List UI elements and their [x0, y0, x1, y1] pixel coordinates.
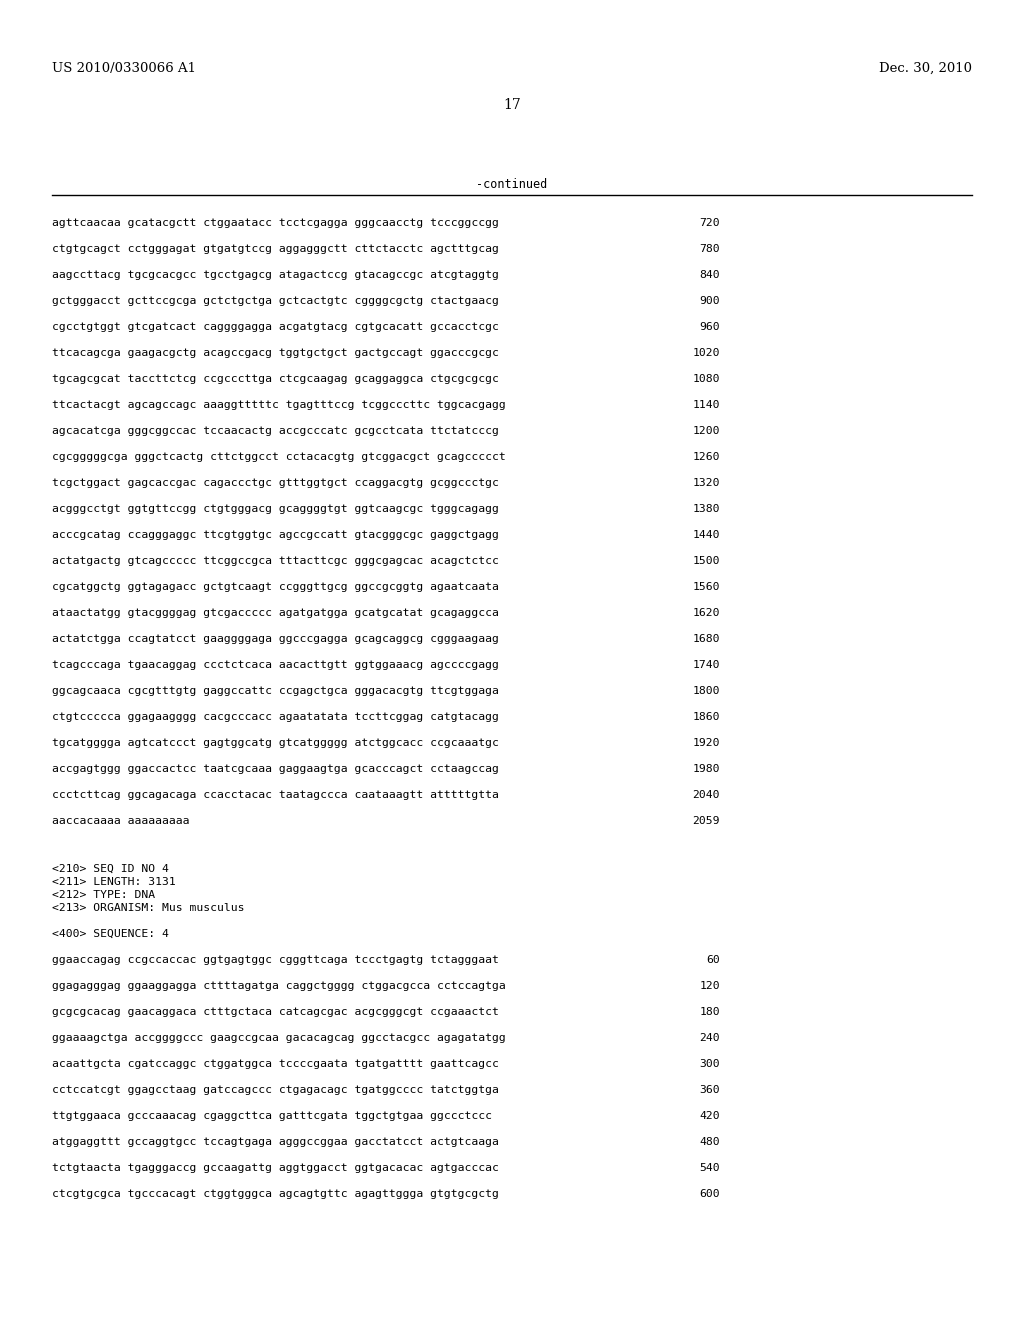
- Text: Dec. 30, 2010: Dec. 30, 2010: [879, 62, 972, 75]
- Text: 1380: 1380: [692, 504, 720, 513]
- Text: 1740: 1740: [692, 660, 720, 671]
- Text: 1500: 1500: [692, 556, 720, 566]
- Text: ggaaccagag ccgccaccac ggtgagtggc cgggttcaga tccctgagtg tctagggaat: ggaaccagag ccgccaccac ggtgagtggc cgggttc…: [52, 954, 499, 965]
- Text: 1680: 1680: [692, 634, 720, 644]
- Text: tcagcccaga tgaacaggag ccctctcaca aacacttgtt ggtggaaacg agccccgagg: tcagcccaga tgaacaggag ccctctcaca aacactt…: [52, 660, 499, 671]
- Text: <400> SEQUENCE: 4: <400> SEQUENCE: 4: [52, 929, 169, 939]
- Text: <210> SEQ ID NO 4: <210> SEQ ID NO 4: [52, 865, 169, 874]
- Text: US 2010/0330066 A1: US 2010/0330066 A1: [52, 62, 196, 75]
- Text: cgcatggctg ggtagagacc gctgtcaagt ccgggttgcg ggccgcggtg agaatcaata: cgcatggctg ggtagagacc gctgtcaagt ccgggtt…: [52, 582, 499, 591]
- Text: 2040: 2040: [692, 789, 720, 800]
- Text: tctgtaacta tgagggaccg gccaagattg aggtggacct ggtgacacac agtgacccac: tctgtaacta tgagggaccg gccaagattg aggtgga…: [52, 1163, 499, 1173]
- Text: aagccttacg tgcgcacgcc tgcctgagcg atagactccg gtacagccgc atcgtaggtg: aagccttacg tgcgcacgcc tgcctgagcg atagact…: [52, 271, 499, 280]
- Text: ttcactacgt agcagccagc aaaggtttttc tgagtttccg tcggcccttc tggcacgagg: ttcactacgt agcagccagc aaaggtttttc tgagtt…: [52, 400, 506, 411]
- Text: agttcaacaa gcatacgctt ctggaatacc tcctcgagga gggcaacctg tcccggccgg: agttcaacaa gcatacgctt ctggaatacc tcctcga…: [52, 218, 499, 228]
- Text: ttcacagcga gaagacgctg acagccgacg tggtgctgct gactgccagt ggacccgcgc: ttcacagcga gaagacgctg acagccgacg tggtgct…: [52, 348, 499, 358]
- Text: 960: 960: [699, 322, 720, 333]
- Text: acaattgcta cgatccaggc ctggatggca tccccgaata tgatgatttt gaattcagcc: acaattgcta cgatccaggc ctggatggca tccccga…: [52, 1059, 499, 1069]
- Text: 1080: 1080: [692, 374, 720, 384]
- Text: 1320: 1320: [692, 478, 720, 488]
- Text: actatctgga ccagtatcct gaaggggaga ggcccgagga gcagcaggcg cgggaagaag: actatctgga ccagtatcct gaaggggaga ggcccga…: [52, 634, 499, 644]
- Text: acccgcatag ccagggaggc ttcgtggtgc agccgccatt gtacgggcgc gaggctgagg: acccgcatag ccagggaggc ttcgtggtgc agccgcc…: [52, 531, 499, 540]
- Text: 360: 360: [699, 1085, 720, 1096]
- Text: -continued: -continued: [476, 178, 548, 191]
- Text: 2059: 2059: [692, 816, 720, 826]
- Text: cgcgggggcga gggctcactg cttctggcct cctacacgtg gtcggacgct gcagccccct: cgcgggggcga gggctcactg cttctggcct cctaca…: [52, 451, 506, 462]
- Text: 720: 720: [699, 218, 720, 228]
- Text: gcgcgcacag gaacaggaca ctttgctaca catcagcgac acgcgggcgt ccgaaactct: gcgcgcacag gaacaggaca ctttgctaca catcagc…: [52, 1007, 499, 1016]
- Text: actatgactg gtcagccccc ttcggccgca tttacttcgc gggcgagcac acagctctcc: actatgactg gtcagccccc ttcggccgca tttactt…: [52, 556, 499, 566]
- Text: ctgtccccca ggagaagggg cacgcccacc agaatatata tccttcggag catgtacagg: ctgtccccca ggagaagggg cacgcccacc agaatat…: [52, 711, 499, 722]
- Text: ccctcttcag ggcagacaga ccacctacac taatagccca caataaagtt atttttgtta: ccctcttcag ggcagacaga ccacctacac taatagc…: [52, 789, 499, 800]
- Text: cgcctgtggt gtcgatcact caggggagga acgatgtacg cgtgcacatt gccacctcgc: cgcctgtggt gtcgatcact caggggagga acgatgt…: [52, 322, 499, 333]
- Text: ggcagcaaca cgcgtttgtg gaggccattc ccgagctgca gggacacgtg ttcgtggaga: ggcagcaaca cgcgtttgtg gaggccattc ccgagct…: [52, 686, 499, 696]
- Text: 1860: 1860: [692, 711, 720, 722]
- Text: acgggcctgt ggtgttccgg ctgtgggacg gcaggggtgt ggtcaagcgc tgggcagagg: acgggcctgt ggtgttccgg ctgtgggacg gcagggg…: [52, 504, 499, 513]
- Text: <211> LENGTH: 3131: <211> LENGTH: 3131: [52, 876, 176, 887]
- Text: 1920: 1920: [692, 738, 720, 748]
- Text: 1980: 1980: [692, 764, 720, 774]
- Text: <212> TYPE: DNA: <212> TYPE: DNA: [52, 890, 155, 900]
- Text: ttgtggaaca gcccaaacag cgaggcttca gatttcgata tggctgtgaa ggccctccc: ttgtggaaca gcccaaacag cgaggcttca gatttcg…: [52, 1111, 492, 1121]
- Text: gctgggacct gcttccgcga gctctgctga gctcactgtc cggggcgctg ctactgaacg: gctgggacct gcttccgcga gctctgctga gctcact…: [52, 296, 499, 306]
- Text: atggaggttt gccaggtgcc tccagtgaga agggccggaa gacctatcct actgtcaaga: atggaggttt gccaggtgcc tccagtgaga agggccg…: [52, 1137, 499, 1147]
- Text: ctcgtgcgca tgcccacagt ctggtgggca agcagtgttc agagttggga gtgtgcgctg: ctcgtgcgca tgcccacagt ctggtgggca agcagtg…: [52, 1189, 499, 1199]
- Text: 420: 420: [699, 1111, 720, 1121]
- Text: <213> ORGANISM: Mus musculus: <213> ORGANISM: Mus musculus: [52, 903, 245, 913]
- Text: 540: 540: [699, 1163, 720, 1173]
- Text: 1620: 1620: [692, 609, 720, 618]
- Text: ggagagggag ggaaggagga cttttagatga caggctgggg ctggacgcca cctccagtga: ggagagggag ggaaggagga cttttagatga caggct…: [52, 981, 506, 991]
- Text: ggaaaagctga accggggccc gaagccgcaa gacacagcag ggcctacgcc agagatatgg: ggaaaagctga accggggccc gaagccgcaa gacaca…: [52, 1034, 506, 1043]
- Text: ataactatgg gtacggggag gtcgaccccc agatgatgga gcatgcatat gcagaggcca: ataactatgg gtacggggag gtcgaccccc agatgat…: [52, 609, 499, 618]
- Text: 60: 60: [707, 954, 720, 965]
- Text: 1440: 1440: [692, 531, 720, 540]
- Text: 1260: 1260: [692, 451, 720, 462]
- Text: 300: 300: [699, 1059, 720, 1069]
- Text: 17: 17: [503, 98, 521, 112]
- Text: 600: 600: [699, 1189, 720, 1199]
- Text: 1140: 1140: [692, 400, 720, 411]
- Text: tgcatgggga agtcatccct gagtggcatg gtcatggggg atctggcacc ccgcaaatgc: tgcatgggga agtcatccct gagtggcatg gtcatgg…: [52, 738, 499, 748]
- Text: 120: 120: [699, 981, 720, 991]
- Text: 1020: 1020: [692, 348, 720, 358]
- Text: 240: 240: [699, 1034, 720, 1043]
- Text: ctgtgcagct cctgggagat gtgatgtccg aggagggctt cttctacctc agctttgcag: ctgtgcagct cctgggagat gtgatgtccg aggaggg…: [52, 244, 499, 253]
- Text: 840: 840: [699, 271, 720, 280]
- Text: cctccatcgt ggagcctaag gatccagccc ctgagacagc tgatggcccc tatctggtga: cctccatcgt ggagcctaag gatccagccc ctgagac…: [52, 1085, 499, 1096]
- Text: 1200: 1200: [692, 426, 720, 436]
- Text: 180: 180: [699, 1007, 720, 1016]
- Text: accgagtggg ggaccactcc taatcgcaaa gaggaagtga gcacccagct cctaagccag: accgagtggg ggaccactcc taatcgcaaa gaggaag…: [52, 764, 499, 774]
- Text: 780: 780: [699, 244, 720, 253]
- Text: aaccacaaaa aaaaaaaaa: aaccacaaaa aaaaaaaaa: [52, 816, 189, 826]
- Text: tgcagcgcat taccttctcg ccgcccttga ctcgcaagag gcaggaggca ctgcgcgcgc: tgcagcgcat taccttctcg ccgcccttga ctcgcaa…: [52, 374, 499, 384]
- Text: agcacatcga gggcggccac tccaacactg accgcccatc gcgcctcata ttctatcccg: agcacatcga gggcggccac tccaacactg accgccc…: [52, 426, 499, 436]
- Text: tcgctggact gagcaccgac cagaccctgc gtttggtgct ccaggacgtg gcggccctgc: tcgctggact gagcaccgac cagaccctgc gtttggt…: [52, 478, 499, 488]
- Text: 480: 480: [699, 1137, 720, 1147]
- Text: 1800: 1800: [692, 686, 720, 696]
- Text: 900: 900: [699, 296, 720, 306]
- Text: 1560: 1560: [692, 582, 720, 591]
